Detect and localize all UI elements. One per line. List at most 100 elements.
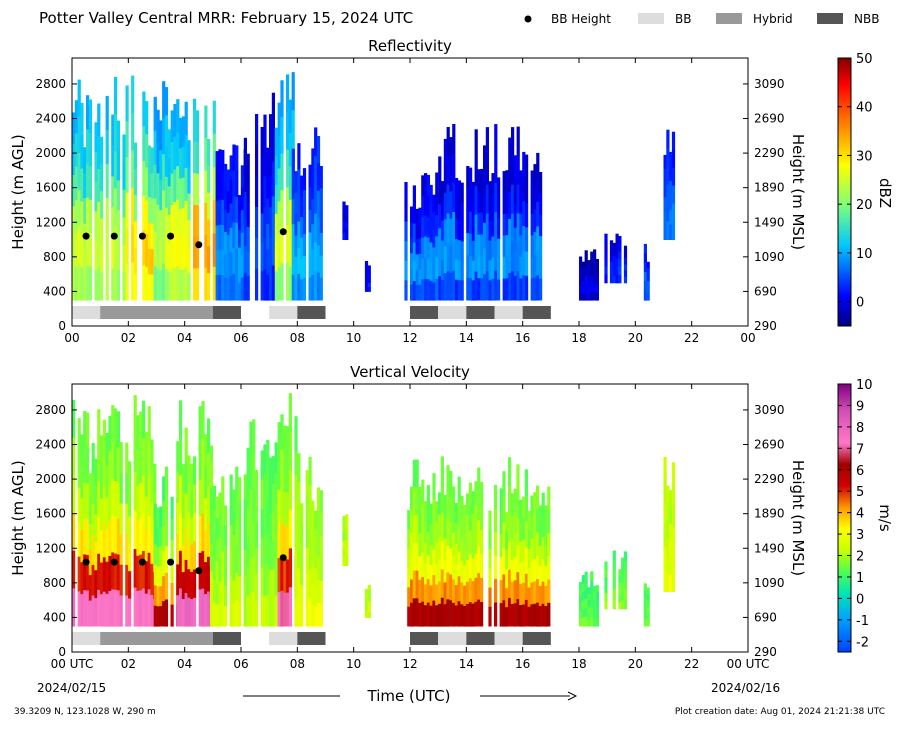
heatmap-cell — [621, 566, 625, 576]
heatmap-cell — [623, 270, 628, 278]
heatmap-cell — [536, 532, 540, 557]
heatmap-cell — [74, 100, 78, 134]
heatmap-cell — [243, 525, 247, 551]
heatmap-cell — [291, 224, 295, 250]
heatmap-cell — [204, 235, 208, 269]
heatmap-cell — [198, 479, 202, 517]
heatmap-cell — [579, 263, 583, 272]
heatmap-cell — [246, 596, 250, 627]
heatmap-cell — [581, 293, 585, 301]
bb-height-point — [279, 554, 287, 562]
heatmap-cell — [511, 213, 515, 243]
heatmap-cell — [429, 204, 433, 224]
heatmap-cell — [511, 242, 515, 272]
heatmap-cell — [590, 267, 594, 277]
heatmap-cell — [187, 193, 191, 221]
heatmap-cell — [232, 535, 236, 559]
heatmap-cell — [260, 479, 264, 510]
heatmap-cell — [147, 197, 152, 224]
heatmap-cell — [669, 166, 673, 182]
heatmap-cell — [466, 188, 470, 212]
heatmap-cell — [539, 278, 543, 301]
heatmap-cell — [164, 493, 169, 521]
legend-swatch — [638, 13, 664, 24]
heatmap-cell — [243, 218, 247, 247]
heatmap-cell — [314, 242, 318, 272]
heatmap-cell — [212, 532, 216, 557]
heatmap-cell — [207, 556, 211, 592]
heatmap-cell — [116, 447, 120, 484]
heatmap-cell — [204, 594, 208, 627]
heatmap-cell — [133, 433, 137, 473]
heatmap-cell — [201, 476, 205, 515]
heatmap-cell — [527, 549, 531, 569]
heatmap-cell — [235, 572, 239, 600]
velocity-colorbar — [837, 383, 852, 653]
heatmap-cell — [221, 175, 225, 201]
heatmap-cell — [144, 561, 148, 595]
heatmap-cell — [246, 178, 250, 203]
heatmap-cell — [471, 513, 475, 537]
heatmap-cell — [184, 234, 188, 268]
heatmap-cell — [544, 606, 548, 627]
heatmap-cell — [646, 287, 650, 295]
colorbar-tick-label: -2 — [856, 635, 869, 650]
heatmap-cell — [646, 594, 650, 601]
heatmap-cell — [184, 559, 188, 594]
heatmap-cell — [94, 542, 98, 571]
heatmap-cell — [243, 600, 247, 627]
heatmap-cell — [440, 569, 444, 599]
heatmap-cell — [83, 518, 87, 555]
heatmap-cell — [449, 471, 453, 498]
heatmap-cell — [311, 584, 315, 606]
heatmap-cell — [297, 568, 301, 598]
heatmap-cell — [454, 605, 458, 627]
heatmap-cell — [443, 192, 447, 220]
y2-axis-label: Height (m MSL) — [789, 460, 807, 576]
heatmap-cell — [533, 209, 537, 233]
heatmap-cell — [432, 229, 436, 248]
heatmap-cell — [125, 442, 129, 474]
heatmap-cell — [263, 145, 267, 177]
heatmap-cell — [111, 145, 115, 177]
heatmap-cell — [342, 207, 346, 215]
heatmap-cell — [139, 554, 143, 591]
heatmap-cell — [508, 164, 512, 193]
x-tick-label: 08 — [290, 331, 305, 345]
heatmap-cell — [530, 170, 534, 193]
heatmap-cell — [669, 490, 673, 508]
heatmap-cell — [116, 240, 120, 271]
heatmap-cell — [207, 487, 211, 523]
heatmap-cell — [114, 481, 118, 518]
heatmap-cell — [246, 536, 250, 568]
heatmap-cell — [421, 577, 425, 603]
heatmap-cell — [144, 431, 148, 465]
heatmap-cell — [195, 268, 200, 301]
bb-class-segment — [100, 306, 213, 319]
heatmap-cell — [302, 278, 307, 301]
heatmap-cell — [455, 279, 459, 301]
heatmap-cell — [271, 230, 275, 266]
heatmap-cell — [193, 109, 197, 142]
heatmap-cell — [424, 236, 428, 259]
heatmap-cell — [162, 476, 166, 502]
heatmap-cell — [457, 576, 461, 602]
heatmap-cell — [280, 414, 284, 451]
heatmap-cell — [260, 509, 264, 539]
heatmap-cell — [494, 153, 498, 184]
heatmap-cell — [454, 523, 458, 545]
heatmap-cell — [204, 530, 208, 563]
heatmap-cell — [114, 225, 118, 264]
y-tick-label: 1600 — [35, 181, 66, 195]
heatmap-cell — [426, 555, 430, 580]
heatmap-cell — [440, 456, 444, 486]
heatmap-cell — [269, 598, 273, 627]
heatmap-cell — [224, 585, 228, 607]
heatmap-cell — [418, 556, 422, 581]
heatmap-cell — [471, 536, 475, 560]
heatmap-cell — [646, 613, 650, 621]
heatmap-cell — [308, 485, 312, 514]
heatmap-cell — [159, 566, 163, 587]
heatmap-cell — [198, 516, 202, 554]
heatmap-cell — [204, 202, 208, 236]
